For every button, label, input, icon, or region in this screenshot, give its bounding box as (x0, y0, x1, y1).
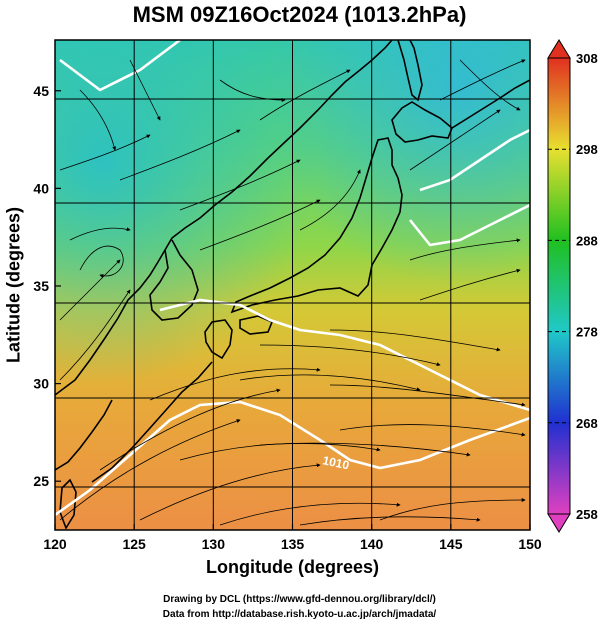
map-title: MSM 09Z16Oct2024 (1013.2hPa) (132, 2, 467, 27)
x-tick-label: 150 (518, 536, 542, 552)
x-tick-label: 130 (202, 536, 226, 552)
streamline (59, 289, 131, 381)
streamline (149, 367, 321, 401)
streamline (79, 89, 117, 151)
isobar-northeast (408, 203, 530, 247)
streamline (59, 419, 241, 521)
colorbar-top-arrow (547, 39, 571, 59)
streamline (329, 384, 526, 407)
coastlines (55, 40, 530, 530)
isobar-north (59, 40, 181, 92)
streamline (69, 227, 131, 241)
y-tick-label: 40 (33, 180, 49, 196)
streamline (119, 129, 241, 181)
x-tick-label: 145 (439, 536, 463, 552)
streamline (329, 329, 501, 352)
streamline (259, 344, 441, 367)
streamline (129, 59, 161, 121)
streamline (439, 59, 526, 101)
streamline (139, 463, 321, 521)
colorbar-gradient (547, 57, 571, 515)
coast-ryukyu (91, 361, 213, 483)
y-tick-label: 25 (33, 473, 49, 489)
colorbar-tick-label: 298 (576, 142, 598, 157)
coast-honshu (230, 137, 403, 314)
coast-mainland-asia (55, 40, 393, 396)
y-tick-label: 30 (33, 376, 49, 392)
isobar-label: 1010 (321, 453, 350, 472)
streamline (219, 502, 401, 526)
coast-sakhalin (397, 40, 423, 102)
coast-korea (149, 239, 199, 321)
credits: Drawing by DCL (https://www.gfd-dennou.o… (0, 592, 599, 622)
coast-hokkaido (391, 101, 453, 143)
coast-shikoku (239, 315, 274, 335)
streamline (179, 159, 301, 211)
colorbar: 258 268 278 288 298 308 (547, 39, 598, 533)
x-tick-label: 125 (122, 536, 146, 552)
streamline (79, 245, 124, 278)
x-tick-label: 140 (360, 536, 384, 552)
streamline (259, 442, 471, 457)
x-axis-ticks: 120 125 130 135 140 145 150 (43, 524, 542, 552)
isobar-east (419, 128, 530, 192)
colorbar-bottom-arrow (547, 513, 571, 533)
coast-kuril (451, 79, 530, 129)
y-tick-label: 35 (33, 278, 49, 294)
colorbar-tick-label: 278 (576, 325, 598, 340)
streamline (419, 268, 521, 301)
x-tick-label: 135 (281, 536, 305, 552)
x-axis-label: Longitude (degrees) (205, 557, 379, 577)
y-tick-label: 45 (33, 83, 49, 99)
streamline (339, 424, 526, 437)
colorbar-ticks: 258 268 278 288 298 308 (548, 51, 598, 522)
coast-china-south (55, 399, 113, 471)
colorbar-tick-label: 308 (576, 51, 598, 66)
isobar-south (55, 400, 530, 517)
streamline (239, 374, 421, 392)
streamlines (59, 59, 526, 526)
credit-drawing: Drawing by DCL (https://www.gfd-dennou.o… (163, 594, 436, 605)
coast-kyushu (204, 319, 233, 360)
streamline (219, 79, 286, 102)
colorbar-tick-label: 288 (576, 233, 598, 248)
credit-data: Data from http://database.rish.kyoto-u.a… (162, 609, 437, 620)
streamline (99, 388, 281, 471)
streamline (409, 238, 521, 261)
streamline (459, 59, 521, 111)
streamline (409, 109, 501, 171)
colorbar-tick-label: 258 (576, 507, 598, 522)
streamline (379, 498, 526, 521)
streamline (59, 259, 121, 321)
streamline (259, 69, 351, 121)
x-tick-label: 120 (43, 536, 67, 552)
map-grid (55, 40, 530, 530)
y-axis-ticks: 25 30 35 40 45 (33, 83, 61, 489)
streamline (59, 134, 151, 171)
streamline (299, 169, 361, 231)
colorbar-tick-label: 268 (576, 416, 598, 431)
